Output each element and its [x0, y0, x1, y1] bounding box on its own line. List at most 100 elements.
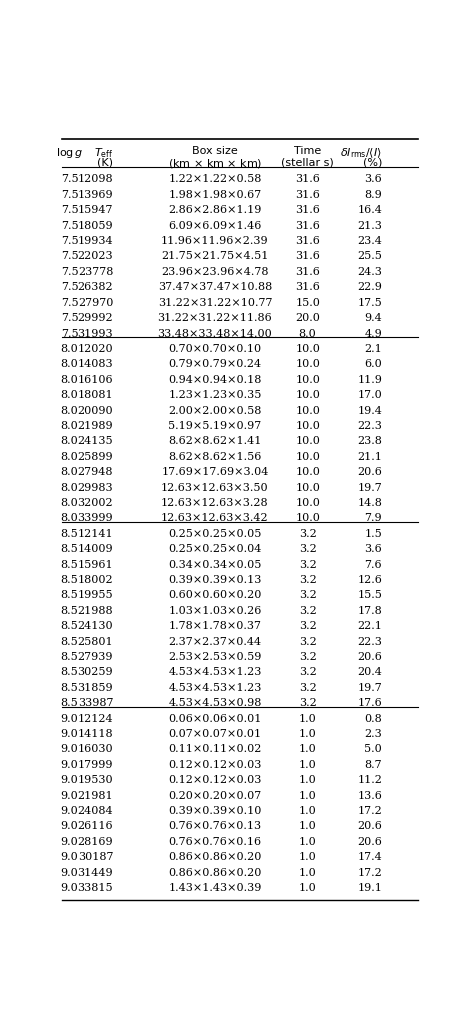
- Text: 9.0: 9.0: [61, 853, 78, 862]
- Text: 15.5: 15.5: [357, 590, 382, 600]
- Text: 16.4: 16.4: [357, 205, 382, 215]
- Text: 2.37×2.37×0.44: 2.37×2.37×0.44: [168, 636, 262, 646]
- Text: 9.0: 9.0: [61, 745, 78, 754]
- Text: 8.5: 8.5: [61, 621, 78, 631]
- Text: 18059: 18059: [77, 221, 113, 231]
- Text: 17.8: 17.8: [357, 605, 382, 616]
- Text: 1.0: 1.0: [299, 822, 317, 831]
- Text: 3.2: 3.2: [299, 605, 317, 616]
- Text: 10.0: 10.0: [295, 374, 320, 385]
- Text: 31449: 31449: [77, 868, 113, 877]
- Text: 28169: 28169: [77, 837, 113, 846]
- Text: 8.5: 8.5: [61, 636, 78, 646]
- Text: 0.25×0.25×0.04: 0.25×0.25×0.04: [168, 544, 262, 554]
- Text: 8.0: 8.0: [61, 359, 78, 369]
- Text: 19530: 19530: [77, 776, 113, 785]
- Text: 0.06×0.06×0.01: 0.06×0.06×0.01: [168, 714, 262, 723]
- Text: 19.7: 19.7: [357, 482, 382, 492]
- Text: 0.79×0.79×0.24: 0.79×0.79×0.24: [168, 359, 262, 369]
- Text: 8.0: 8.0: [299, 328, 317, 339]
- Text: Time: Time: [294, 146, 321, 156]
- Text: 17.5: 17.5: [357, 298, 382, 308]
- Text: 8.0: 8.0: [61, 421, 78, 431]
- Text: 21981: 21981: [77, 791, 113, 800]
- Text: 31.22×31.22×11.86: 31.22×31.22×11.86: [158, 313, 272, 323]
- Text: 11.2: 11.2: [357, 776, 382, 785]
- Text: 1.98×1.98×0.67: 1.98×1.98×0.67: [168, 190, 262, 200]
- Text: 0.11×0.11×0.02: 0.11×0.11×0.02: [168, 745, 262, 754]
- Text: 10.0: 10.0: [295, 513, 320, 523]
- Text: 1.0: 1.0: [299, 806, 317, 816]
- Text: 1.0: 1.0: [299, 776, 317, 785]
- Text: 14118: 14118: [77, 729, 113, 739]
- Text: 31.6: 31.6: [295, 282, 320, 292]
- Text: 9.0: 9.0: [61, 822, 78, 831]
- Text: 4.53×4.53×1.23: 4.53×4.53×1.23: [168, 683, 262, 693]
- Text: 9.0: 9.0: [61, 883, 78, 893]
- Text: 17.6: 17.6: [357, 699, 382, 708]
- Text: $\delta I_{\rm rms}/\langle I\rangle$: $\delta I_{\rm rms}/\langle I\rangle$: [340, 146, 382, 160]
- Text: 15.0: 15.0: [295, 298, 320, 308]
- Text: 20.6: 20.6: [357, 653, 382, 662]
- Text: 24084: 24084: [77, 806, 113, 816]
- Text: 1.0: 1.0: [299, 791, 317, 800]
- Text: 27948: 27948: [78, 467, 113, 477]
- Text: 10.0: 10.0: [295, 405, 320, 416]
- Text: 8.0: 8.0: [61, 374, 78, 385]
- Text: 8.62×8.62×1.56: 8.62×8.62×1.56: [168, 451, 262, 462]
- Text: 22.3: 22.3: [357, 636, 382, 646]
- Text: 5.19×5.19×0.97: 5.19×5.19×0.97: [168, 421, 262, 431]
- Text: 12.63×12.63×3.42: 12.63×12.63×3.42: [161, 513, 269, 523]
- Text: (%): (%): [363, 157, 382, 167]
- Text: 12.6: 12.6: [357, 575, 382, 585]
- Text: 0.8: 0.8: [364, 714, 382, 723]
- Text: 29992: 29992: [77, 313, 113, 323]
- Text: 8.0: 8.0: [61, 436, 78, 446]
- Text: 0.20×0.20×0.07: 0.20×0.20×0.07: [168, 791, 262, 800]
- Text: 7.5: 7.5: [61, 267, 78, 277]
- Text: 17999: 17999: [78, 760, 113, 770]
- Text: 3.2: 3.2: [299, 559, 317, 569]
- Text: 17.2: 17.2: [357, 806, 382, 816]
- Text: 17.69×17.69×3.04: 17.69×17.69×3.04: [161, 467, 269, 477]
- Text: 1.0: 1.0: [299, 760, 317, 770]
- Text: $\log g$: $\log g$: [56, 146, 83, 160]
- Text: 1.0: 1.0: [299, 837, 317, 846]
- Text: 4.9: 4.9: [364, 328, 382, 339]
- Text: 27939: 27939: [78, 653, 113, 662]
- Text: 8.0: 8.0: [61, 390, 78, 400]
- Text: 0.76×0.76×0.16: 0.76×0.76×0.16: [168, 837, 262, 846]
- Text: 24130: 24130: [77, 621, 113, 631]
- Text: 2.00×2.00×0.58: 2.00×2.00×0.58: [168, 405, 262, 416]
- Text: 3.2: 3.2: [299, 544, 317, 554]
- Text: 25801: 25801: [77, 636, 113, 646]
- Text: 1.0: 1.0: [299, 868, 317, 877]
- Text: 19.1: 19.1: [357, 883, 382, 893]
- Text: 21988: 21988: [77, 605, 113, 616]
- Text: 7.5: 7.5: [61, 282, 78, 292]
- Text: 31.22×31.22×10.77: 31.22×31.22×10.77: [158, 298, 272, 308]
- Text: 21989: 21989: [77, 421, 113, 431]
- Text: 11.9: 11.9: [357, 374, 382, 385]
- Text: 0.34×0.34×0.05: 0.34×0.34×0.05: [168, 559, 262, 569]
- Text: 25.5: 25.5: [357, 251, 382, 262]
- Text: 8.5: 8.5: [61, 544, 78, 554]
- Text: 33987: 33987: [78, 699, 113, 708]
- Text: 3.2: 3.2: [299, 683, 317, 693]
- Text: 3.2: 3.2: [299, 621, 317, 631]
- Text: 7.5: 7.5: [61, 236, 78, 246]
- Text: 0.60×0.60×0.20: 0.60×0.60×0.20: [168, 590, 262, 600]
- Text: 20090: 20090: [77, 405, 113, 416]
- Text: 8.5: 8.5: [61, 528, 78, 539]
- Text: (km $\times$ km $\times$ km): (km $\times$ km $\times$ km): [168, 157, 262, 170]
- Text: 22.1: 22.1: [357, 621, 382, 631]
- Text: 19934: 19934: [77, 236, 113, 246]
- Text: 10.0: 10.0: [295, 436, 320, 446]
- Text: 13.6: 13.6: [357, 791, 382, 800]
- Text: 17.0: 17.0: [357, 390, 382, 400]
- Text: 1.22×1.22×0.58: 1.22×1.22×0.58: [168, 174, 262, 185]
- Text: 12.63×12.63×3.50: 12.63×12.63×3.50: [161, 482, 269, 492]
- Text: 22.3: 22.3: [357, 421, 382, 431]
- Text: 7.5: 7.5: [61, 298, 78, 308]
- Text: 3.6: 3.6: [364, 544, 382, 554]
